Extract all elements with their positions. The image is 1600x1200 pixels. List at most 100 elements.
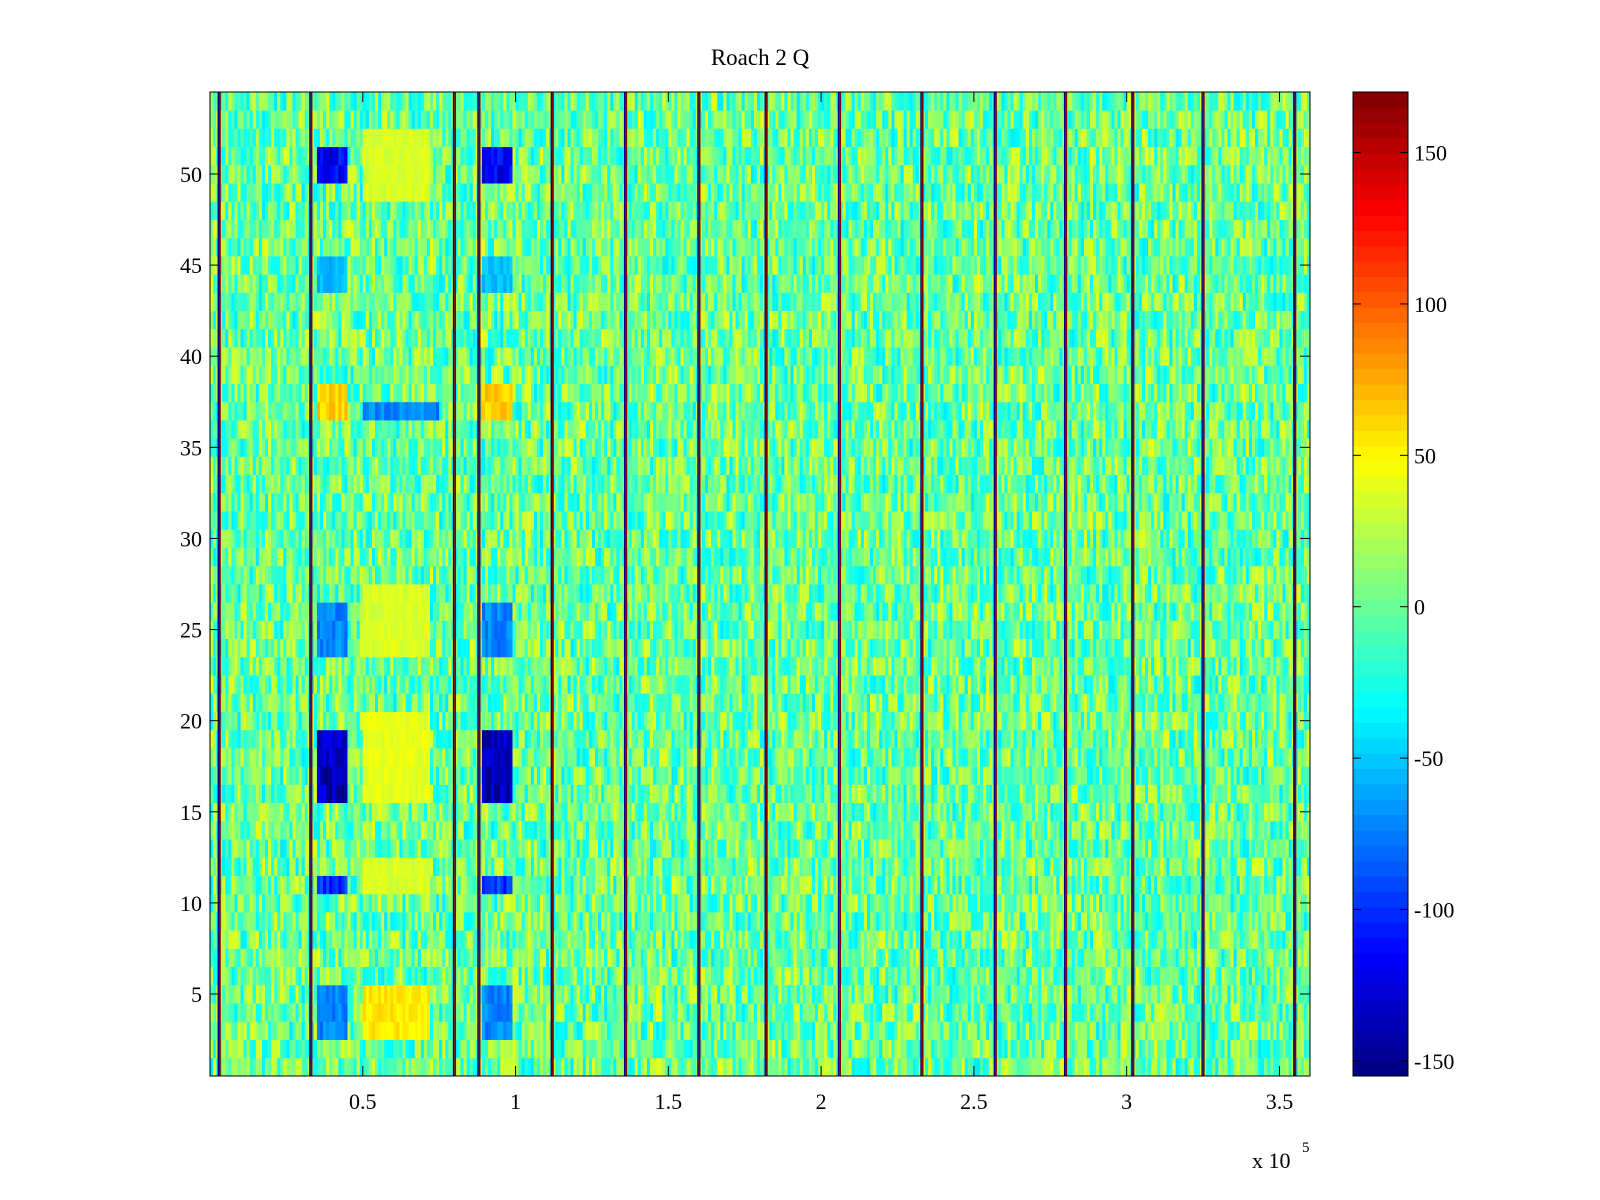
heatmap-cell	[720, 1021, 723, 1040]
heatmap-cell	[238, 839, 241, 858]
heatmap-cell	[323, 1058, 326, 1077]
heatmap-cell	[509, 1058, 512, 1077]
heatmap-cell	[1142, 912, 1145, 931]
heatmap-cell	[846, 839, 849, 858]
heatmap-cell	[1145, 876, 1148, 895]
heatmap-cell	[314, 894, 317, 913]
heatmap-cell	[546, 912, 549, 931]
heatmap-cell	[962, 839, 965, 858]
heatmap-cell	[598, 967, 601, 986]
heatmap-cell	[656, 930, 659, 949]
heatmap-cell	[928, 894, 931, 913]
heatmap-cell	[781, 967, 784, 986]
heatmap-cell	[436, 1058, 439, 1077]
heatmap-cell	[821, 1003, 824, 1022]
heatmap-cell	[335, 948, 338, 967]
heatmap-cell	[849, 821, 852, 840]
heatmap-cell	[604, 985, 607, 1004]
heatmap-cell	[1127, 1021, 1130, 1040]
heatmap-cell	[403, 857, 406, 876]
heatmap-cell	[1163, 857, 1166, 876]
heatmap-cell	[775, 1003, 778, 1022]
heatmap-cell	[473, 985, 476, 1004]
heatmap-cell	[1224, 1040, 1227, 1059]
heatmap-cell	[1008, 948, 1011, 967]
heatmap-cell	[1283, 1003, 1286, 1022]
heatmap-cell	[711, 948, 714, 967]
heatmap-cell	[568, 930, 571, 949]
heatmap-cell	[296, 1040, 299, 1059]
heatmap-cell	[338, 1058, 341, 1077]
heatmap-cell	[821, 912, 824, 931]
heatmap-cell	[369, 967, 372, 986]
heatmap-cell	[1008, 821, 1011, 840]
heatmap-cell	[1166, 1021, 1169, 1040]
heatmap-cell	[497, 912, 500, 931]
heatmap-cell	[723, 912, 726, 931]
heatmap-cell	[473, 1003, 476, 1022]
heatmap-cell	[1114, 985, 1117, 1004]
heatmap-cell	[1142, 821, 1145, 840]
heatmap-cell	[1072, 839, 1075, 858]
heatmap-cell	[943, 1003, 946, 1022]
heatmap-cell	[818, 839, 821, 858]
heatmap-cell	[1096, 1040, 1099, 1059]
heatmap-cell	[1148, 985, 1151, 1004]
heatmap-cell	[506, 985, 509, 1004]
heatmap-cell	[1240, 912, 1243, 931]
heatmap-cell	[415, 857, 418, 876]
heatmap-cell	[571, 1040, 574, 1059]
heatmap-cell	[931, 1058, 934, 1077]
heatmap-cell	[369, 912, 372, 931]
heatmap-cell	[1099, 912, 1102, 931]
heatmap-cell	[898, 1003, 901, 1022]
heatmap-cell	[1237, 839, 1240, 858]
heatmap-cell	[470, 894, 473, 913]
heatmap-cell	[894, 1003, 897, 1022]
heatmap-cell	[1270, 967, 1273, 986]
heatmap-cell	[488, 985, 491, 1004]
heatmap-cell	[965, 985, 968, 1004]
heatmap-cell	[332, 985, 335, 1004]
heatmap-cell	[885, 985, 888, 1004]
heatmap-cell	[821, 1058, 824, 1077]
heatmap-cell	[1157, 857, 1160, 876]
heatmap-cell	[742, 912, 745, 931]
heatmap-cell	[1145, 985, 1148, 1004]
heatmap-cell	[485, 839, 488, 858]
heatmap-cell	[998, 894, 1001, 913]
heatmap-cell	[564, 930, 567, 949]
heatmap-cell	[558, 1040, 561, 1059]
heatmap-cell	[757, 948, 760, 967]
heatmap-cell	[934, 857, 937, 876]
heatmap-cell	[882, 839, 885, 858]
heatmap-cell	[250, 1003, 253, 1022]
heatmap-cell	[797, 1003, 800, 1022]
heatmap-cell	[485, 1003, 488, 1022]
heatmap-cell	[809, 857, 812, 876]
heatmap-cell	[250, 948, 253, 967]
heatmap-cell	[323, 948, 326, 967]
heatmap-cell	[525, 1040, 528, 1059]
heatmap-cell	[464, 930, 467, 949]
heatmap-cell	[1206, 912, 1209, 931]
heatmap-cell	[320, 894, 323, 913]
heatmap-cell	[986, 857, 989, 876]
heatmap-cell	[586, 876, 589, 895]
heatmap-cell	[1258, 839, 1261, 858]
heatmap-cell	[659, 1003, 662, 1022]
heatmap-cell	[1004, 876, 1007, 895]
heatmap-cell	[644, 985, 647, 1004]
heatmap-cell	[662, 1058, 665, 1077]
heatmap-cell	[305, 948, 308, 967]
heatmap-cell	[647, 930, 650, 949]
heatmap-cell	[806, 857, 809, 876]
heatmap-cell	[849, 857, 852, 876]
heatmap-cell	[396, 857, 399, 876]
heatmap-cell	[506, 894, 509, 913]
heatmap-cell	[418, 967, 421, 986]
heatmap-cell	[739, 1021, 742, 1040]
heatmap-cell	[1191, 930, 1194, 949]
heatmap-cell	[1252, 894, 1255, 913]
heatmap-cell	[421, 857, 424, 876]
